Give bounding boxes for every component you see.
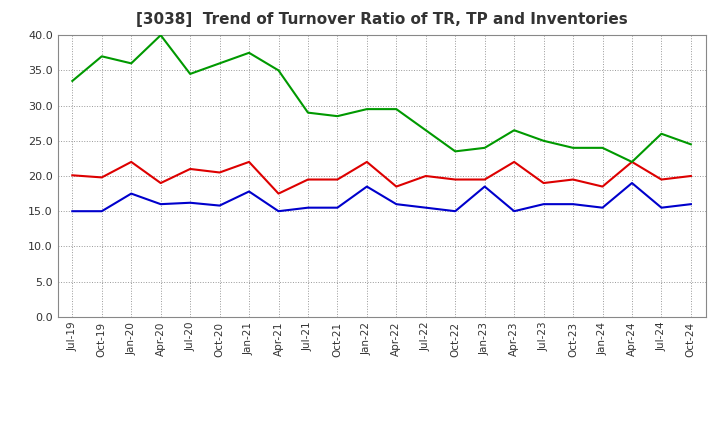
Trade Payables xyxy=(68,209,76,214)
Trade Receivables xyxy=(392,184,400,189)
Trade Receivables xyxy=(245,159,253,165)
Inventories xyxy=(186,71,194,77)
Trade Receivables xyxy=(333,177,342,182)
Trade Payables xyxy=(421,205,430,210)
Inventories xyxy=(392,106,400,112)
Trade Receivables xyxy=(421,173,430,179)
Trade Payables xyxy=(451,209,459,214)
Inventories xyxy=(156,33,165,38)
Trade Receivables xyxy=(156,180,165,186)
Inventories xyxy=(304,110,312,115)
Trade Payables xyxy=(598,205,607,210)
Trade Receivables xyxy=(68,172,76,178)
Trade Receivables xyxy=(304,177,312,182)
Trade Payables xyxy=(304,205,312,210)
Inventories xyxy=(274,68,283,73)
Inventories xyxy=(480,145,489,150)
Trade Receivables xyxy=(451,177,459,182)
Trade Receivables xyxy=(127,159,135,165)
Trade Payables xyxy=(245,189,253,194)
Trade Receivables xyxy=(539,180,548,186)
Trade Payables xyxy=(480,184,489,189)
Title: [3038]  Trend of Turnover Ratio of TR, TP and Inventories: [3038] Trend of Turnover Ratio of TR, TP… xyxy=(136,12,627,27)
Line: Trade Payables: Trade Payables xyxy=(72,183,691,211)
Trade Payables xyxy=(363,184,372,189)
Trade Receivables xyxy=(657,177,666,182)
Trade Payables xyxy=(333,205,342,210)
Trade Payables xyxy=(657,205,666,210)
Trade Receivables xyxy=(510,159,518,165)
Trade Receivables xyxy=(480,177,489,182)
Trade Payables xyxy=(628,180,636,186)
Trade Receivables xyxy=(97,175,106,180)
Trade Payables xyxy=(510,209,518,214)
Trade Payables xyxy=(687,202,696,207)
Inventories xyxy=(68,78,76,84)
Trade Receivables xyxy=(598,184,607,189)
Trade Payables xyxy=(186,200,194,205)
Inventories xyxy=(245,50,253,55)
Inventories xyxy=(127,61,135,66)
Trade Payables xyxy=(156,202,165,207)
Trade Payables xyxy=(392,202,400,207)
Inventories xyxy=(215,61,224,66)
Inventories xyxy=(363,106,372,112)
Trade Receivables xyxy=(274,191,283,196)
Trade Receivables xyxy=(215,170,224,175)
Inventories xyxy=(569,145,577,150)
Trade Payables xyxy=(274,209,283,214)
Trade Payables xyxy=(539,202,548,207)
Trade Payables xyxy=(97,209,106,214)
Trade Receivables xyxy=(687,173,696,179)
Trade Receivables xyxy=(569,177,577,182)
Trade Payables xyxy=(569,202,577,207)
Inventories xyxy=(657,131,666,136)
Trade Receivables xyxy=(363,159,372,165)
Inventories xyxy=(628,159,636,165)
Line: Trade Receivables: Trade Receivables xyxy=(72,162,691,194)
Trade Payables xyxy=(127,191,135,196)
Line: Inventories: Inventories xyxy=(72,35,691,162)
Inventories xyxy=(333,114,342,119)
Inventories xyxy=(687,142,696,147)
Trade Receivables xyxy=(186,166,194,172)
Inventories xyxy=(97,54,106,59)
Inventories xyxy=(539,138,548,143)
Inventories xyxy=(421,128,430,133)
Inventories xyxy=(598,145,607,150)
Inventories xyxy=(451,149,459,154)
Trade Payables xyxy=(215,203,224,208)
Trade Receivables xyxy=(628,159,636,165)
Inventories xyxy=(510,128,518,133)
